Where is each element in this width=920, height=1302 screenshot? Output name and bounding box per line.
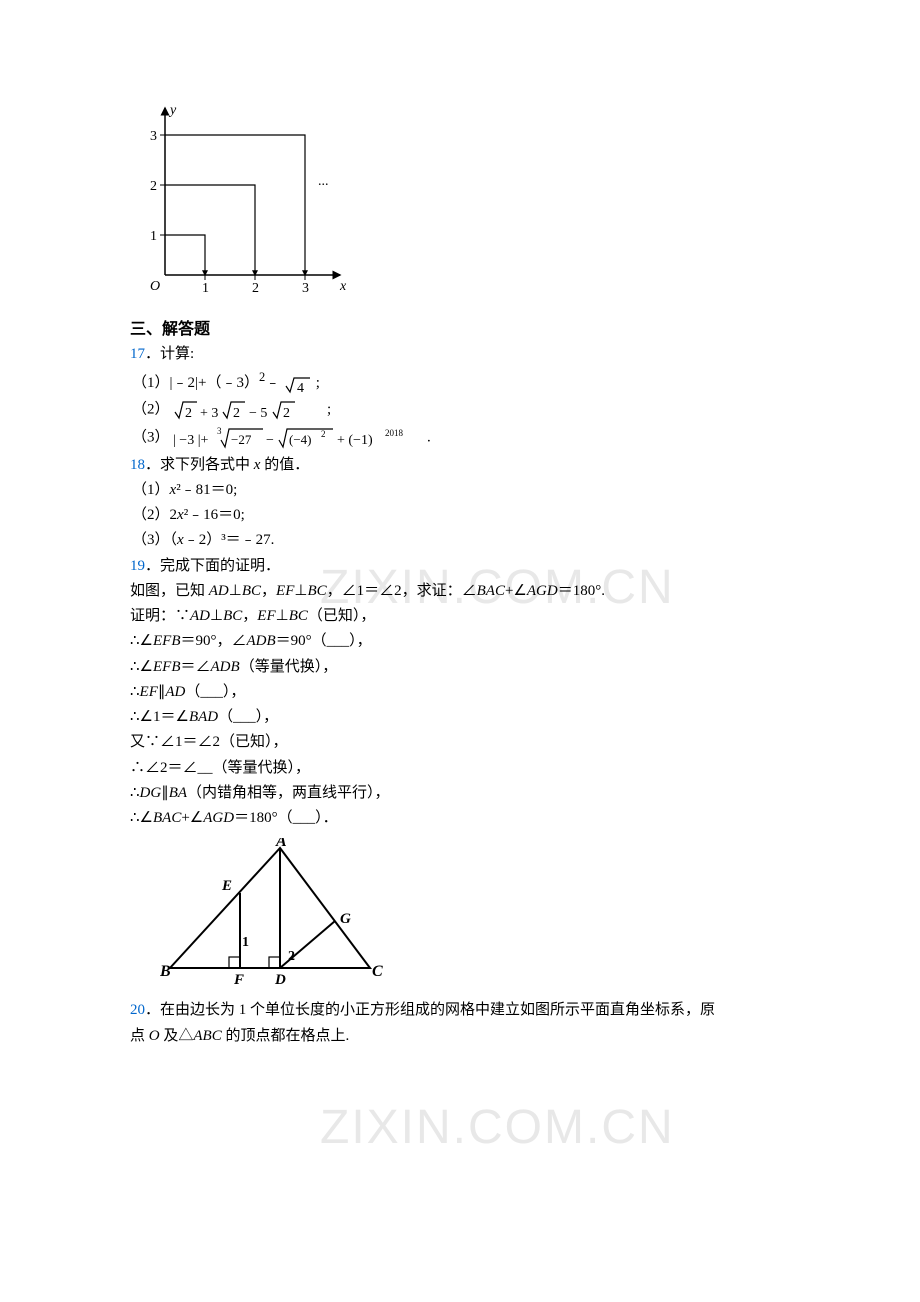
svg-text:2: 2 [252,281,259,296]
svg-text:+ 3: + 3 [200,406,218,421]
svg-text:D: D [274,972,286,988]
question-19-title: ．完成下面的证明． [145,558,280,574]
question-18-part-2: （2）2x²﹣16＝0; [132,504,800,527]
svg-text:O: O [150,279,160,294]
svg-text:| −3 |+: | −3 |+ [173,433,209,448]
svg-text:2018: 2018 [385,428,404,438]
svg-text:B: B [160,963,171,980]
svg-text:2: 2 [150,179,157,194]
svg-text:G: G [340,911,351,927]
svg-text:x: x [339,279,347,294]
question-17-number: 17 [130,346,145,362]
svg-text:3: 3 [217,426,222,436]
q19-line-10: ∴∠BAC+∠AGD＝180°（___）． [130,807,800,830]
question-18-title: ．求下列各式中 x 的值． [145,457,309,473]
svg-text:3: 3 [150,129,157,144]
question-19-number: 19 [130,558,145,574]
watermark-2: ZIXIN.COM.CN [320,1100,675,1155]
q19-line-4: ∴∠EFB＝∠ADB（等量代换）， [130,656,800,679]
q19-line-7: 又∵∠1＝∠2（已知）， [130,731,800,754]
svg-text:2: 2 [283,406,290,421]
svg-text:− 5: − 5 [249,406,267,421]
question-20-number: 20 [130,1002,145,1018]
svg-text:F: F [233,972,244,988]
svg-text:A: A [275,838,287,850]
svg-text:−27: −27 [231,432,252,447]
q19-line-2: 证明：∵AD⊥BC，EF⊥BC（已知）， [130,605,800,628]
svg-text:2: 2 [233,406,240,421]
svg-text:+ (−1): + (−1) [337,433,373,448]
question-18-part-3: （3）（x﹣2）³＝﹣27. [132,529,800,552]
svg-text:2: 2 [321,429,326,439]
svg-text:4: 4 [297,381,304,394]
question-19: 19．完成下面的证明． [130,555,800,578]
svg-text:...: ... [318,174,329,189]
svg-text:2: 2 [185,406,192,421]
svg-text:1: 1 [150,229,157,244]
question-18-part-1: （1）x²﹣81＝0; [132,479,800,502]
svg-text:1: 1 [242,935,249,950]
q19-line-6: ∴∠1＝∠BAD（___）， [130,706,800,729]
svg-text:y: y [168,103,177,118]
q19-line-9: ∴DG∥BA（内错角相等，两直线平行）， [130,782,800,805]
svg-text:C: C [372,963,383,980]
q19-line-1: 如图，已知 AD⊥BC，EF⊥BC，∠1＝∠2，求证：∠BAC+∠AGD＝180… [130,580,800,603]
svg-text:3: 3 [302,281,309,296]
question-17-part-3: （3） | −3 |+ 3 −27 − (−4) 2 + (−1) 2018 . [132,424,800,452]
question-17: 17．计算: [130,343,800,366]
question-18: 18．求下列各式中 x 的值． [130,454,800,477]
section-heading-3: 三、解答题 [130,315,800,339]
triangle-figure: 1 2 A B C D E F G [160,838,800,993]
question-20: 20．在由边长为 1 个单位长度的小正方形组成的网格中建立如图所示平面直角坐标系… [130,999,800,1022]
svg-text:(−4): (−4) [289,432,312,447]
coordinate-graph-figure: O x y 1 2 3 1 2 3 ... [140,100,800,305]
svg-text:1: 1 [202,281,209,296]
q19-line-3: ∴∠EFB＝90°，∠ADB＝90°（___）， [130,630,800,653]
question-17-part-1: （1）|﹣2|+（﹣3）2﹣ 4 ; [132,368,800,395]
q19-line-5: ∴EF∥AD（___）， [130,681,800,704]
question-17-title: ．计算: [145,346,194,362]
q19-line-8: ∴∠2＝∠__（等量代换）， [130,757,800,780]
question-20-title-line1: ．在由边长为 1 个单位长度的小正方形组成的网格中建立如图所示平面直角坐标系，原 [145,1002,715,1018]
svg-text:−: − [266,433,274,448]
question-20-line-2: 点 O 及△ABC 的顶点都在格点上. [130,1025,800,1048]
question-17-part-2: （2） 2 + 3 2 − 5 2 ; [132,398,800,422]
svg-text:E: E [221,878,232,894]
question-18-number: 18 [130,457,145,473]
svg-text:2: 2 [288,949,295,964]
